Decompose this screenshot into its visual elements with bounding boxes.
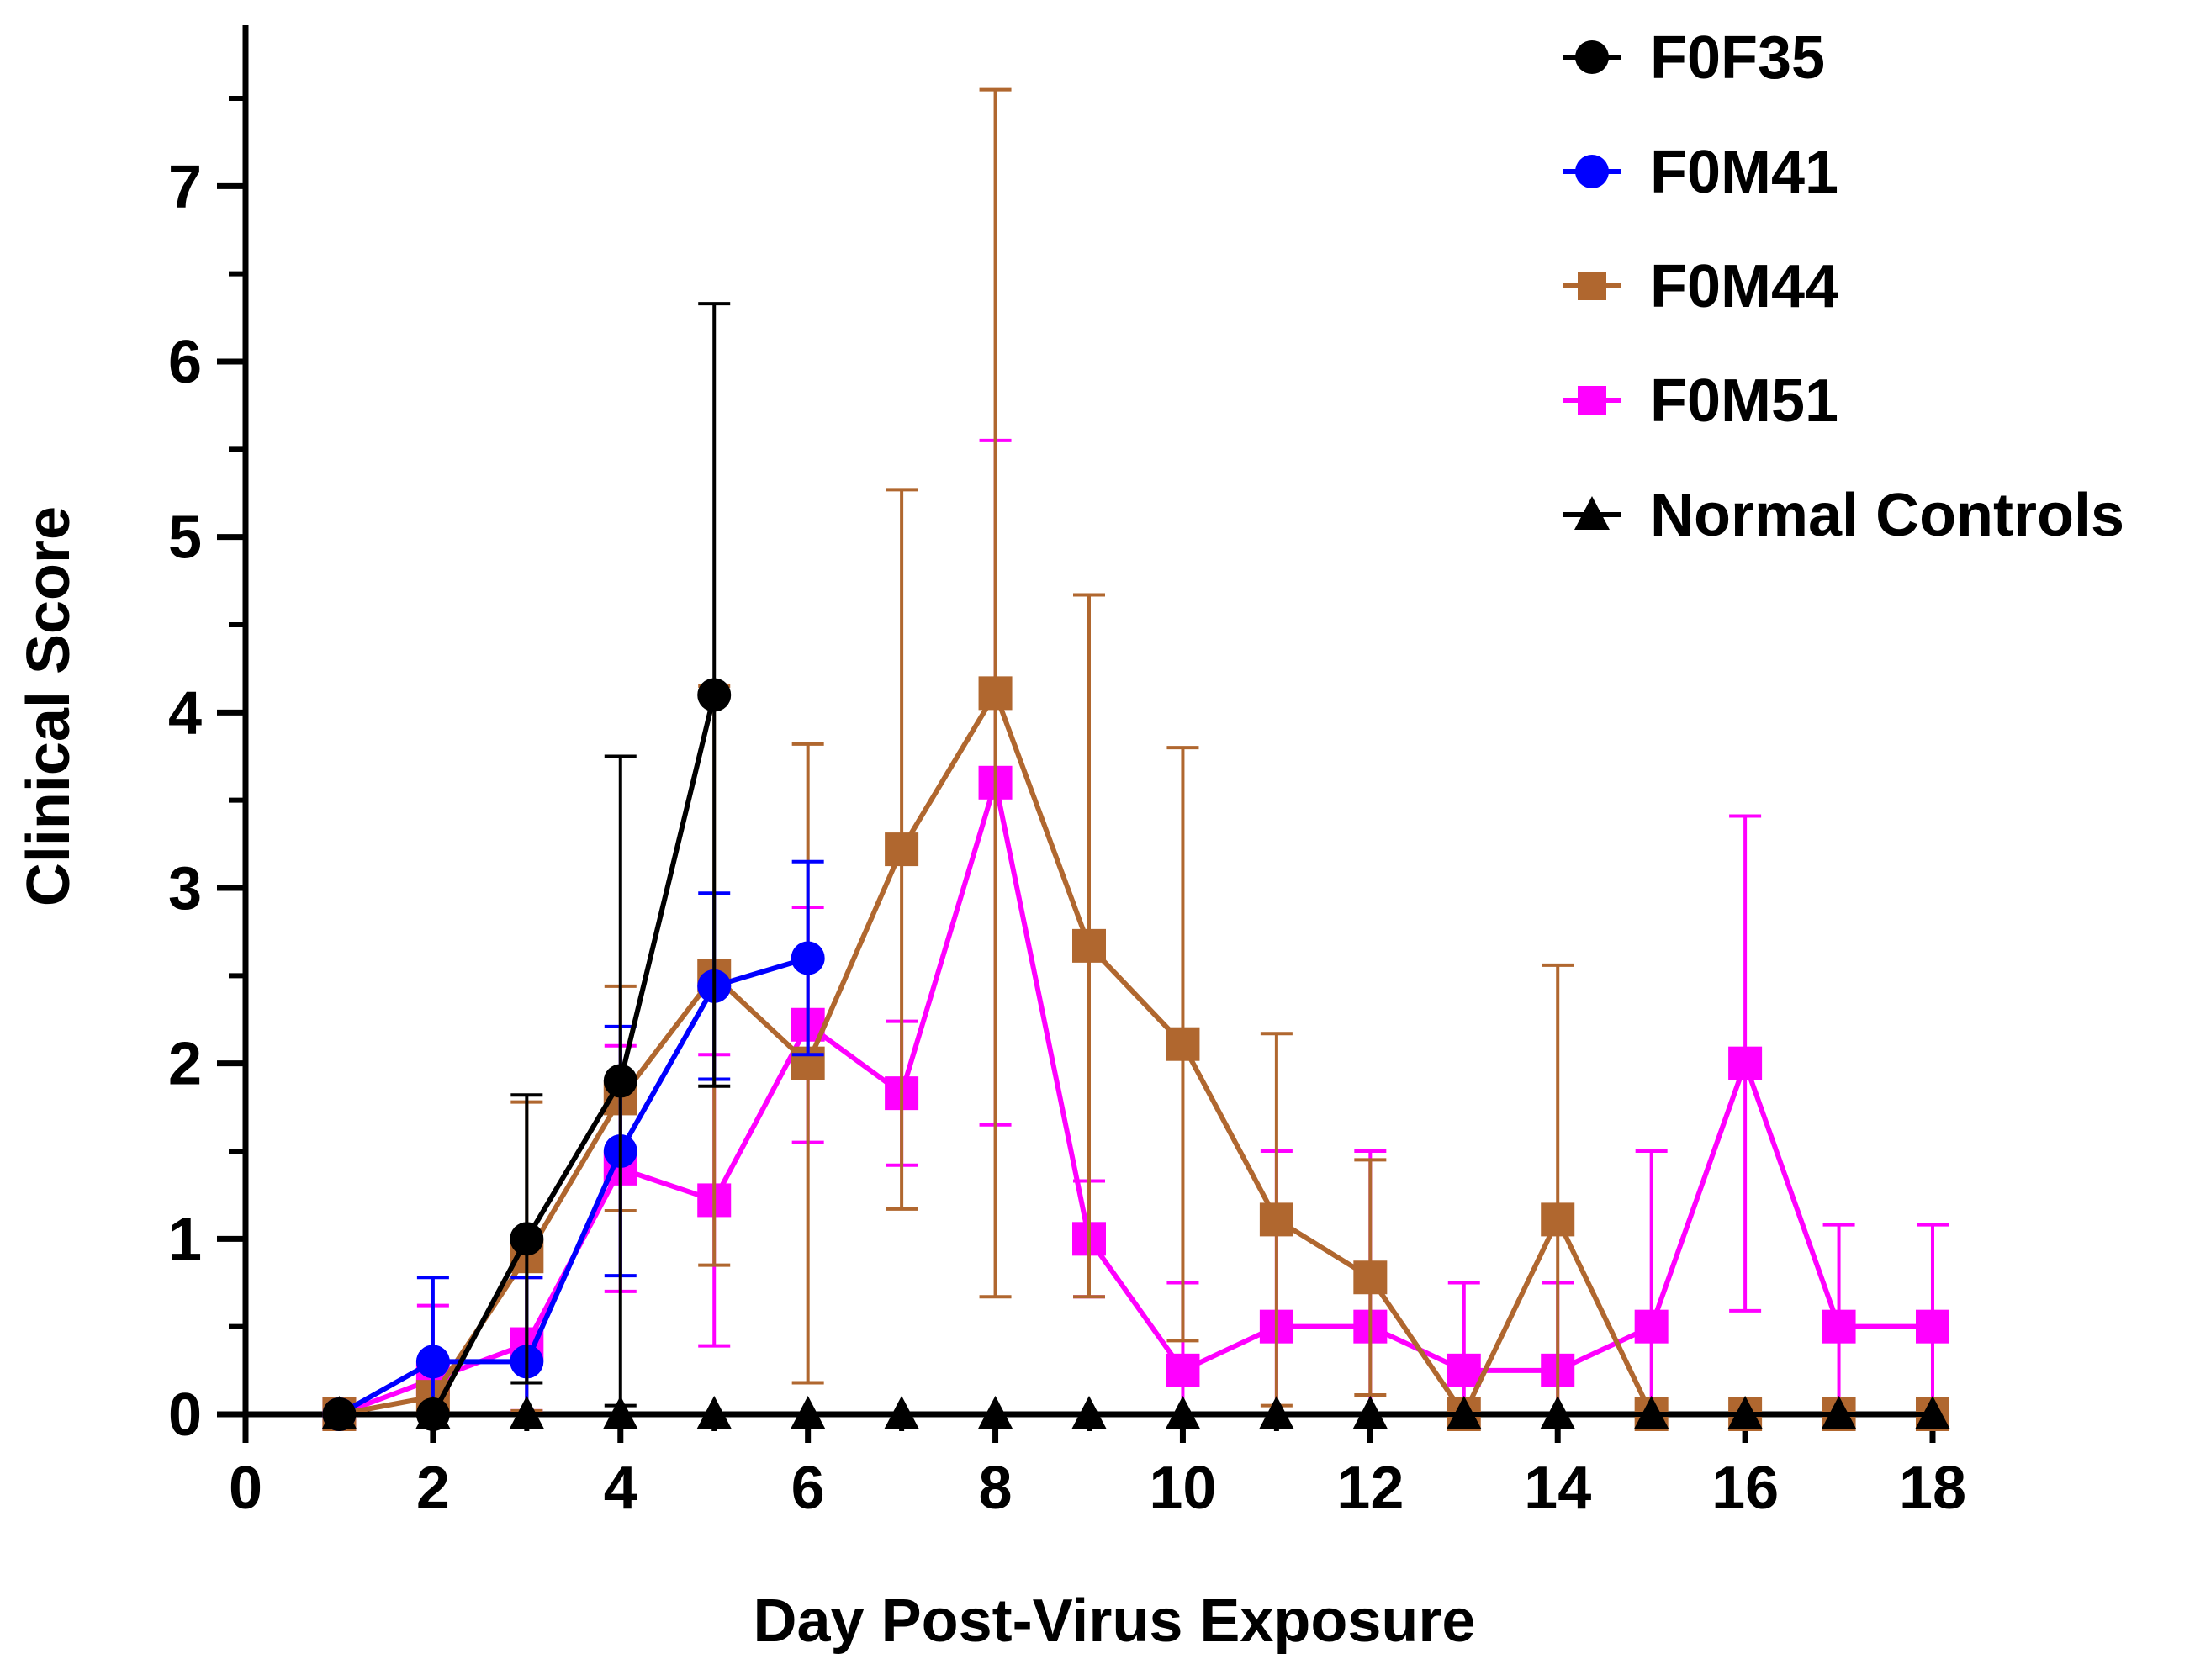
x-tick-label: 18 <box>1899 1455 1966 1522</box>
legend-item-f0m51: F0M51 <box>1563 367 1838 435</box>
data-point-normal-controls <box>790 1396 826 1429</box>
y-tick-label: 4 <box>168 679 202 747</box>
data-point-f0m41 <box>791 941 825 975</box>
data-point-f0f35 <box>510 1222 544 1256</box>
data-point-f0m51 <box>1634 1309 1669 1344</box>
data-point-normal-controls <box>509 1396 545 1429</box>
legend-label-f0m41: F0M41 <box>1650 139 1838 206</box>
series-line-f0m41 <box>337 955 809 1417</box>
data-point-f0f35 <box>697 678 732 712</box>
data-point-f0m51 <box>1822 1309 1856 1344</box>
x-tick-label: 12 <box>1336 1455 1404 1522</box>
x-axis-label: Day Post-Virus Exposure <box>754 1588 1476 1655</box>
data-point-normal-controls <box>1446 1396 1482 1429</box>
legend-marker-f0m51 <box>1578 386 1606 415</box>
data-point-f0m51 <box>1447 1353 1481 1387</box>
y-tick-label: 2 <box>168 1031 202 1098</box>
data-point-normal-controls <box>602 1396 638 1429</box>
data-point-normal-controls <box>1540 1396 1576 1429</box>
legend-item-normal-controls: Normal Controls <box>1563 482 2124 549</box>
legend-item-f0f35: F0F35 <box>1563 24 1825 92</box>
legend-marker-f0m41 <box>1575 155 1609 188</box>
data-point-f0m44 <box>1353 1260 1388 1295</box>
legend-label-f0m44: F0M44 <box>1650 253 1838 320</box>
data-point-normal-controls <box>696 1396 733 1429</box>
y-tick-label: 6 <box>168 329 202 396</box>
x-tick-label: 2 <box>416 1455 450 1522</box>
legend-marker-f0f35 <box>1575 40 1609 74</box>
data-point-f0m44 <box>1259 1202 1293 1237</box>
data-point-normal-controls <box>1352 1396 1388 1429</box>
data-point-normal-controls <box>977 1396 1013 1429</box>
data-point-f0m44 <box>885 832 919 867</box>
x-tick-label: 10 <box>1149 1455 1216 1522</box>
data-point-f0m44 <box>1072 928 1106 963</box>
legend-label-f0f35: F0F35 <box>1650 24 1825 92</box>
data-point-normal-controls <box>884 1396 920 1429</box>
legend-item-f0m44: F0M44 <box>1563 253 1838 320</box>
data-point-normal-controls <box>1071 1396 1107 1429</box>
x-tick-label: 14 <box>1524 1455 1591 1522</box>
y-axis-label: Clinical Score <box>15 506 82 906</box>
data-point-normal-controls <box>1165 1396 1201 1429</box>
y-tick-label: 3 <box>168 855 202 922</box>
series-f0f35 <box>322 302 732 1431</box>
data-point-normal-controls <box>1727 1396 1764 1429</box>
data-point-normal-controls <box>321 1396 357 1429</box>
data-point-f0m44 <box>1541 1202 1575 1237</box>
legend-item-f0m41: F0M41 <box>1563 139 1838 206</box>
y-tick-label: 0 <box>168 1382 202 1449</box>
data-point-f0m51 <box>1916 1309 1949 1344</box>
legend: F0F35 F0M41 F0M44 F0M51 Normal Controls <box>1563 24 2124 549</box>
data-point-normal-controls <box>1915 1396 1950 1429</box>
data-point-normal-controls <box>1633 1396 1669 1429</box>
data-point-normal-controls <box>1258 1396 1294 1429</box>
series-f0m51 <box>322 438 1949 1431</box>
data-point-normal-controls <box>1821 1396 1857 1429</box>
y-tick-label: 1 <box>168 1206 202 1273</box>
legend-label-f0m51: F0M51 <box>1650 367 1838 435</box>
data-point-f0m51 <box>1166 1353 1200 1387</box>
data-point-normal-controls <box>415 1396 451 1429</box>
legend-marker-f0m44 <box>1578 272 1606 300</box>
plot-area <box>321 87 1950 1431</box>
data-point-f0m51 <box>1728 1046 1763 1080</box>
data-point-f0f35 <box>603 1064 637 1098</box>
x-tick-label: 0 <box>229 1455 262 1522</box>
x-tick-label: 6 <box>791 1455 825 1522</box>
x-tick-label: 16 <box>1711 1455 1779 1522</box>
data-point-f0m44 <box>978 676 1013 711</box>
data-point-f0m44 <box>1166 1027 1200 1061</box>
series-line-f0m51 <box>338 779 1933 1417</box>
x-tick-label: 8 <box>979 1455 1013 1522</box>
legend-marker-normal-controls <box>1574 496 1610 530</box>
x-tick-label: 4 <box>604 1455 637 1522</box>
y-tick-label: 5 <box>168 505 202 572</box>
legend-label-normal-controls: Normal Controls <box>1650 482 2124 549</box>
series-f0m41 <box>322 859 825 1431</box>
y-tick-label: 7 <box>168 153 202 220</box>
data-point-f0m41 <box>415 1345 450 1379</box>
series-normal-controls <box>321 1396 1950 1429</box>
